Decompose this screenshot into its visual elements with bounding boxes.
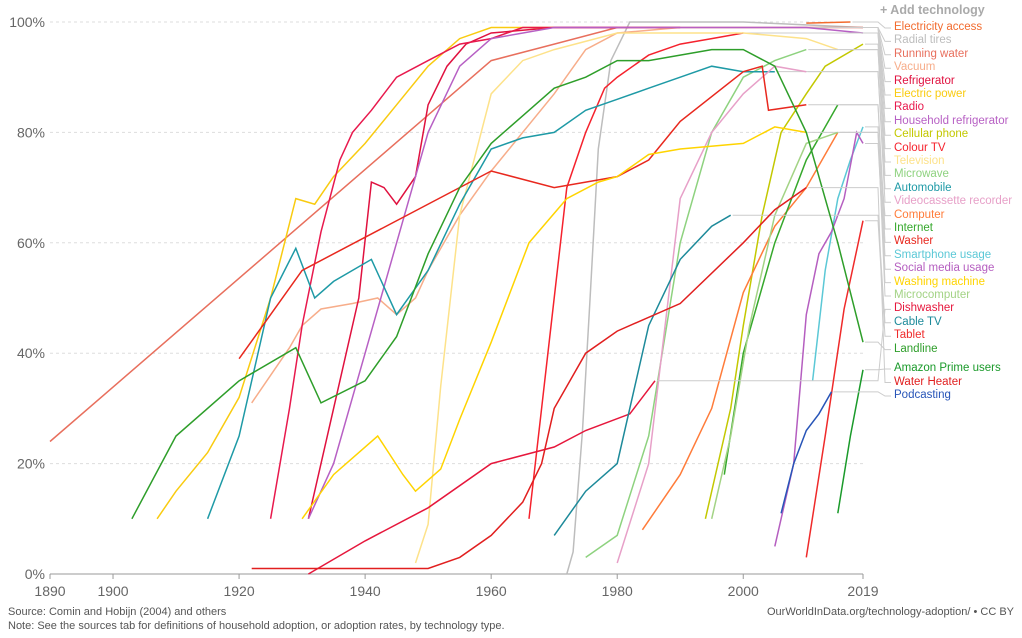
series-line-washer[interactable] xyxy=(238,65,807,360)
credit-link[interactable]: OurWorldInData.org/technology-adoption/ … xyxy=(767,606,1014,618)
x-tick-label: 1920 xyxy=(223,583,254,599)
legend-item[interactable]: Colour TV xyxy=(894,141,946,154)
series-line-microcomputer[interactable] xyxy=(710,131,839,519)
legend-connector xyxy=(865,126,891,257)
series-line-refrigerator[interactable] xyxy=(307,26,681,519)
legend-item[interactable]: Household refrigerator xyxy=(894,114,1009,127)
x-tick-label: 1960 xyxy=(476,583,507,599)
series-line-electric-power[interactable] xyxy=(156,26,555,520)
y-tick-label: 20% xyxy=(17,456,45,472)
note-text: Note: See the sources tab for definition… xyxy=(8,620,505,632)
x-tick-label: 2019 xyxy=(847,583,878,599)
series-line-automobile[interactable] xyxy=(206,65,775,520)
legend-item[interactable]: Internet xyxy=(894,222,933,234)
legend-item[interactable]: Microcomputer xyxy=(894,289,971,301)
legend-connector xyxy=(808,104,891,243)
series-line-internet[interactable] xyxy=(723,104,839,475)
series-line-cellular-phone[interactable] xyxy=(704,43,864,519)
source-text: Source: Comin and Hobijn (2004) and othe… xyxy=(8,606,227,618)
series-line-television[interactable] xyxy=(414,32,839,564)
legend-connector xyxy=(852,21,891,29)
legend-item[interactable]: Landline xyxy=(894,342,938,355)
legend-item[interactable]: Cable TV xyxy=(894,315,942,328)
legend-connector xyxy=(865,341,891,351)
legend-connector xyxy=(808,71,891,203)
legend-item[interactable]: Water Heater xyxy=(894,375,962,388)
legend-item[interactable]: Running water xyxy=(894,47,969,60)
legend-item[interactable]: Electricity access xyxy=(894,21,983,33)
legend-item[interactable]: Cellular phone xyxy=(894,128,969,141)
series-line-social-media-usage[interactable] xyxy=(774,130,864,547)
legend-item[interactable]: Computer xyxy=(894,208,945,221)
series-line-washing-machine[interactable] xyxy=(301,126,807,520)
x-tick-label: 1890 xyxy=(34,583,65,599)
x-tick-label: 2000 xyxy=(728,583,759,599)
legend-item[interactable]: Microwave xyxy=(894,168,949,181)
series-line-cable-tv[interactable] xyxy=(553,214,732,536)
legend-connector xyxy=(865,220,891,337)
legend-item[interactable]: Vacuum xyxy=(894,61,936,74)
series-line-radio[interactable] xyxy=(269,26,618,519)
x-tick-label: 1900 xyxy=(97,583,128,599)
series-line-vacuum[interactable] xyxy=(251,26,681,404)
legend-connector xyxy=(839,131,891,297)
series-line-radial-tires[interactable] xyxy=(566,21,864,575)
legend-connector xyxy=(808,187,891,383)
x-tick-label: 1940 xyxy=(350,583,381,599)
y-tick-label: 100% xyxy=(9,14,45,30)
x-tick-label: 1980 xyxy=(602,583,633,599)
series-line-computer[interactable] xyxy=(641,132,839,531)
series-line-microwave[interactable] xyxy=(585,48,807,559)
series-line-tablet[interactable] xyxy=(805,220,864,558)
legend-connector xyxy=(808,49,891,176)
series-line-electricity-access[interactable] xyxy=(806,21,851,24)
legend-connector xyxy=(865,368,891,371)
legend-item[interactable]: Videocassette recorder xyxy=(894,195,1013,208)
legend-item[interactable]: Radio xyxy=(894,101,925,114)
series-line-water-heater[interactable] xyxy=(251,186,807,570)
legend-item[interactable]: Washer xyxy=(894,235,934,248)
legend-item[interactable]: Podcasting xyxy=(894,389,951,401)
legend-connector xyxy=(833,391,891,397)
series-line-podcasting[interactable] xyxy=(780,391,833,514)
series-line-colour-tv[interactable] xyxy=(528,32,744,519)
legend-item[interactable]: Refrigerator xyxy=(894,74,955,87)
legend-item[interactable]: Tablet xyxy=(894,329,925,342)
legend-item[interactable]: Electric power xyxy=(894,88,967,100)
series-line-amazon-prime-users[interactable] xyxy=(837,369,864,514)
series-line-smartphone-usage[interactable] xyxy=(811,126,864,381)
legend-connector xyxy=(745,32,891,150)
series-line-household-refrigerator[interactable] xyxy=(307,26,864,520)
legend-item[interactable]: Television xyxy=(894,155,945,167)
legend-item[interactable]: Automobile xyxy=(894,181,952,194)
legend-connector xyxy=(732,214,891,324)
legend-item[interactable]: Social media usage xyxy=(894,262,995,275)
y-tick-label: 80% xyxy=(17,124,45,140)
legend-item[interactable]: Smartphone usage xyxy=(894,248,992,261)
legend-connector xyxy=(556,27,891,96)
y-tick-label: 0% xyxy=(25,566,45,582)
series-line-dishwasher[interactable] xyxy=(308,380,656,575)
legend-item[interactable]: Amazon Prime users xyxy=(894,362,1001,374)
add-technology-button[interactable]: + Add technology xyxy=(880,3,985,17)
y-tick-label: 60% xyxy=(17,235,45,251)
legend-connector xyxy=(657,308,891,382)
legend-item[interactable]: Washing machine xyxy=(894,275,985,288)
series-line-landline[interactable] xyxy=(131,48,864,520)
legend-connector xyxy=(682,27,891,83)
y-tick-label: 40% xyxy=(17,345,45,361)
legend-item[interactable]: Dishwasher xyxy=(894,302,955,315)
legend-item[interactable]: Radial tires xyxy=(894,34,952,47)
